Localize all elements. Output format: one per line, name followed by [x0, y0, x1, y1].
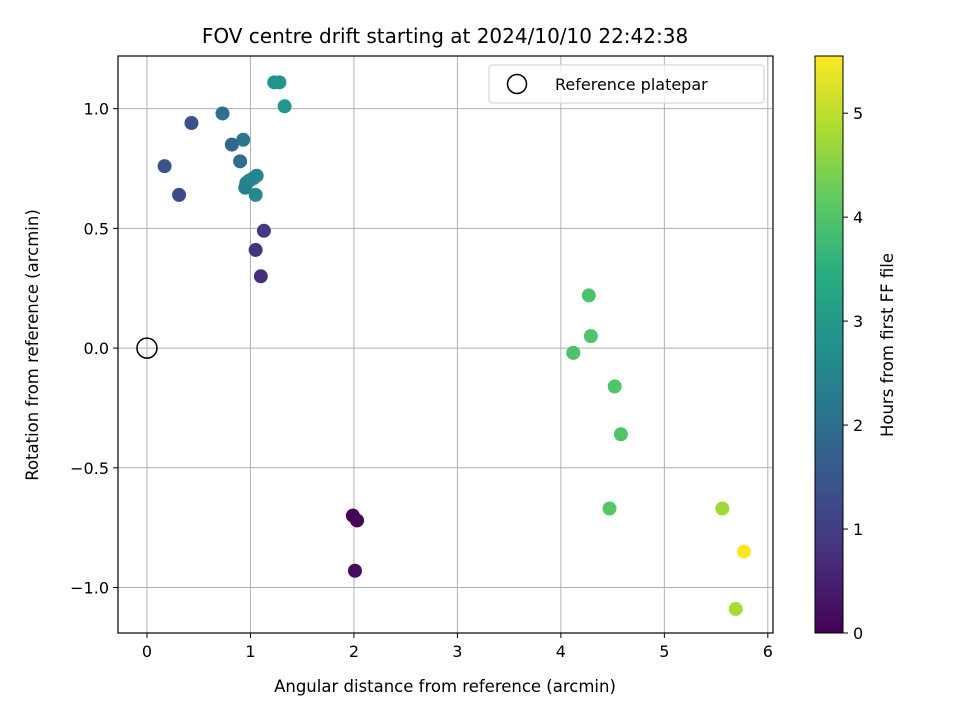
plot-area-frame [117, 55, 774, 634]
data-point [602, 501, 617, 516]
x-axis-label: Angular distance from reference (arcmin) [274, 677, 616, 696]
colorbar-tick-label: 0 [853, 624, 863, 643]
data-point [172, 187, 187, 202]
data-point [224, 137, 239, 152]
data-point [253, 269, 268, 284]
data-point [728, 602, 743, 617]
data-point [583, 329, 598, 344]
x-tick-label: 6 [763, 642, 773, 661]
y-tick-label: 1.0 [84, 100, 109, 119]
x-tick-label: 2 [349, 642, 359, 661]
data-point [350, 513, 365, 528]
y-axis-ticks: −1.0 −0.5 0.0 0.5 1.0 [70, 100, 118, 598]
colorbar: 0 1 2 3 4 5 Hours from first FF file [814, 55, 897, 643]
colorbar-tick-label: 1 [853, 520, 863, 539]
x-tick-label: 4 [556, 642, 566, 661]
legend-box [488, 64, 765, 104]
data-point [347, 563, 362, 578]
data-point [236, 132, 251, 147]
data-point [566, 345, 581, 360]
colorbar-tick-label: 2 [853, 416, 863, 435]
data-point [233, 154, 248, 169]
data-point [277, 99, 292, 114]
colorbar-tick-label: 5 [853, 104, 863, 123]
x-tick-label: 1 [245, 642, 255, 661]
colorbar-label: Hours from first FF file [878, 253, 897, 437]
grid [118, 56, 773, 633]
data-point [715, 501, 730, 516]
data-points [157, 75, 752, 617]
data-point [157, 159, 172, 174]
data-point [256, 223, 271, 238]
data-point [215, 106, 230, 121]
chart-title: FOV centre drift starting at 2024/10/10 … [202, 24, 688, 48]
y-tick-label: −1.0 [70, 579, 109, 598]
reference-point [136, 337, 158, 359]
y-tick-label: 0.0 [84, 339, 109, 358]
data-point [581, 288, 596, 303]
colorbar-gradient [814, 55, 844, 634]
y-axis-label: Rotation from reference (arcmin) [23, 209, 42, 481]
legend: Reference platepar [488, 64, 765, 104]
x-axis-ticks: 0 1 2 3 4 5 6 [142, 633, 773, 661]
data-point [272, 75, 287, 90]
data-point [248, 187, 263, 202]
data-point [607, 379, 622, 394]
data-point [613, 427, 628, 442]
x-tick-label: 0 [142, 642, 152, 661]
x-tick-label: 3 [452, 642, 462, 661]
y-tick-label: −0.5 [70, 459, 109, 478]
colorbar-ticks: 0 1 2 3 4 5 [843, 104, 863, 643]
reference-marker [136, 337, 158, 359]
legend-marker-reference [506, 73, 528, 95]
colorbar-tick-label: 4 [853, 208, 863, 227]
colorbar-tick-label: 3 [853, 312, 863, 331]
legend-label-reference: Reference platepar [555, 75, 708, 94]
data-point [249, 168, 264, 183]
data-point [737, 544, 752, 559]
data-point [184, 116, 199, 131]
data-point [248, 242, 263, 257]
y-tick-label: 0.5 [84, 219, 109, 238]
x-tick-label: 5 [659, 642, 669, 661]
